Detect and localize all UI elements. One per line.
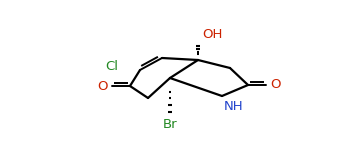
Text: O: O (98, 79, 108, 93)
Text: Cl: Cl (105, 60, 118, 74)
Text: OH: OH (202, 28, 223, 41)
Text: NH: NH (224, 100, 244, 113)
Text: Br: Br (163, 118, 177, 131)
Text: O: O (270, 78, 281, 92)
